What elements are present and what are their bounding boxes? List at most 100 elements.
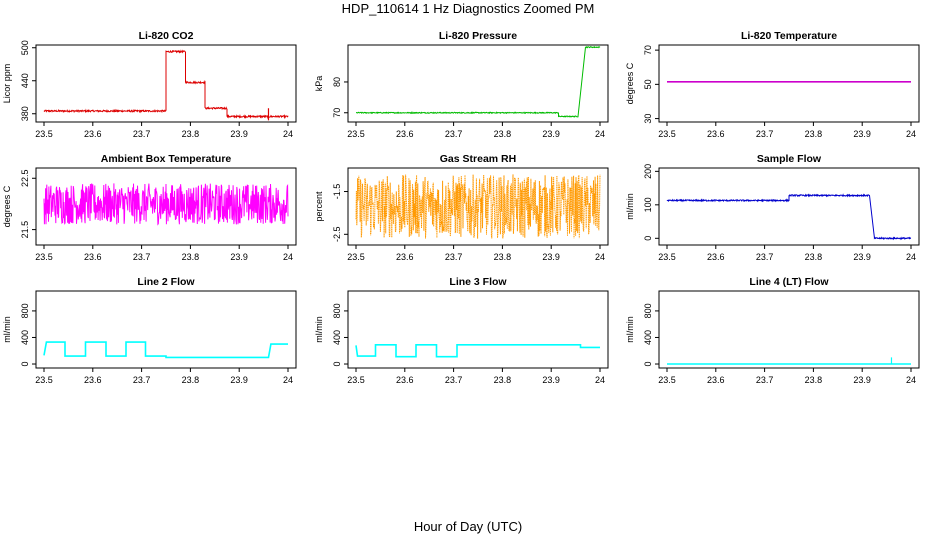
- x-tick-label: 23.9: [230, 252, 248, 262]
- y-axis-label: Licor ppm: [2, 64, 12, 104]
- x-tick-label: 23.8: [805, 129, 823, 139]
- y-axis-label: kPa: [314, 76, 324, 92]
- y-tick-label: 800: [643, 303, 653, 318]
- plot-frame: [347, 167, 609, 246]
- x-tick-label: 23.5: [347, 375, 365, 385]
- y-tick-label: 0: [332, 362, 342, 367]
- x-tick-label: 23.7: [756, 129, 774, 139]
- x-tick-label: 23.8: [805, 252, 823, 262]
- x-tick-label: 23.9: [542, 252, 560, 262]
- series-line: [43, 341, 288, 359]
- x-tick-label: 24: [283, 252, 293, 262]
- x-tick-label: 23.8: [494, 252, 512, 262]
- x-tick-label: 23.9: [230, 129, 248, 139]
- x-tick-label: 23.6: [396, 375, 414, 385]
- x-tick-label: 23.5: [658, 252, 676, 262]
- y-tick-label: 400: [20, 330, 30, 345]
- panel-8: Line 3 Flow ml/min 23.5 23.6 23.7 23.8 23.9 24 0…: [314, 276, 609, 385]
- y-tick-label: 400: [643, 330, 653, 345]
- x-tick-label: 24: [906, 129, 916, 139]
- panel-title: Sample Flow: [757, 153, 822, 165]
- plot-frame: [35, 167, 297, 246]
- y-tick-label: 800: [20, 303, 30, 318]
- y-tick-label: 30: [643, 114, 653, 124]
- x-tick-label: 23.7: [133, 375, 151, 385]
- x-tick-label: 24: [283, 375, 293, 385]
- x-tick-label: 23.8: [182, 375, 200, 385]
- y-tick-label: 0: [643, 362, 653, 367]
- panel-title: Li-820 Temperature: [741, 30, 837, 42]
- x-tick-label: 23.8: [182, 129, 200, 139]
- panel-5: Gas Stream RH percent 23.5 23.6 23.7 23.8 23.9…: [314, 153, 609, 262]
- x-tick-label: 23.8: [182, 252, 200, 262]
- x-tick-label: 23.7: [133, 252, 151, 262]
- y-tick-label: 21.5: [20, 221, 30, 239]
- panel-6: Sample Flow ml/min 23.5 23.6 23.7 23.8 23.9 24 0…: [625, 153, 920, 262]
- y-axis-label: ml/min: [2, 316, 12, 343]
- panel-title: Li-820 CO2: [139, 30, 194, 42]
- plot-frame: [658, 290, 920, 369]
- figure-xlabel: Hour of Day (UTC): [414, 519, 522, 534]
- x-tick-label: 23.5: [347, 252, 365, 262]
- x-tick-label: 23.6: [396, 129, 414, 139]
- x-tick-label: 23.9: [230, 375, 248, 385]
- x-tick-label: 23.6: [84, 375, 102, 385]
- x-tick-label: 23.5: [347, 129, 365, 139]
- x-tick-label: 23.8: [494, 129, 512, 139]
- plot-frame: [347, 290, 609, 369]
- plot-frame: [347, 44, 609, 123]
- x-tick-label: 23.6: [396, 252, 414, 262]
- x-tick-label: 23.8: [805, 375, 823, 385]
- y-axis-label: percent: [314, 191, 324, 222]
- x-tick-label: 23.9: [853, 252, 871, 262]
- panel-9: Line 4 (LT) Flow ml/min 23.5 23.6 23.7 23.8 23…: [625, 276, 920, 385]
- series-line: [356, 45, 601, 118]
- y-axis-label: ml/min: [314, 316, 324, 343]
- x-tick-label: 24: [906, 252, 916, 262]
- series-line: [355, 344, 600, 358]
- y-tick-label: 70: [643, 45, 653, 55]
- panel-title: Line 2 Flow: [137, 276, 195, 288]
- y-axis-label: degrees C: [625, 62, 635, 104]
- y-axis-label: ml/min: [625, 316, 635, 343]
- x-tick-label: 23.9: [853, 375, 871, 385]
- x-tick-label: 23.7: [445, 375, 463, 385]
- y-tick-label: 0: [643, 236, 653, 241]
- x-tick-label: 24: [595, 129, 605, 139]
- x-tick-label: 24: [595, 375, 605, 385]
- series-line: [355, 174, 601, 239]
- x-tick-label: 23.9: [542, 129, 560, 139]
- panel-4: Ambient Box Temperature degrees C 23.5 23.6…: [2, 153, 297, 262]
- y-tick-label: 800: [332, 303, 342, 318]
- y-tick-label: 440: [20, 73, 30, 88]
- series-line: [43, 49, 289, 120]
- x-tick-label: 23.7: [756, 375, 774, 385]
- series-line: [43, 183, 289, 226]
- y-tick-label: 22.5: [20, 170, 30, 188]
- x-tick-label: 23.5: [35, 129, 53, 139]
- panel-title: Line 4 (LT) Flow: [749, 276, 829, 288]
- panel-2: Li-820 Pressure kPa 23.5 23.6 23.7 23.8 23.9 24…: [314, 30, 609, 139]
- x-tick-label: 23.5: [658, 129, 676, 139]
- y-tick-label: -1.5: [332, 184, 342, 200]
- plot-frame: [35, 44, 297, 123]
- panel-3: Li-820 Temperature degrees C 23.5 23.6 23.7 2…: [625, 30, 920, 139]
- panel-7: Line 2 Flow ml/min 23.5 23.6 23.7 23.8 23.9 24 0…: [2, 276, 297, 385]
- series-line: [666, 193, 912, 241]
- panel-title: Ambient Box Temperature: [101, 153, 232, 165]
- plot-frame: [658, 167, 920, 246]
- x-tick-label: 23.5: [658, 375, 676, 385]
- x-tick-label: 23.9: [542, 375, 560, 385]
- x-tick-label: 23.6: [707, 129, 725, 139]
- x-tick-label: 23.5: [35, 375, 53, 385]
- panel-title: Gas Stream RH: [440, 153, 516, 165]
- y-tick-label: 0: [20, 362, 30, 367]
- x-tick-label: 23.7: [756, 252, 774, 262]
- x-tick-label: 23.6: [84, 252, 102, 262]
- y-tick-label: 500: [20, 40, 30, 55]
- y-axis-label: degrees C: [2, 185, 12, 227]
- y-tick-label: 380: [20, 106, 30, 121]
- x-tick-label: 24: [906, 375, 916, 385]
- y-tick-label: -2.5: [332, 227, 342, 243]
